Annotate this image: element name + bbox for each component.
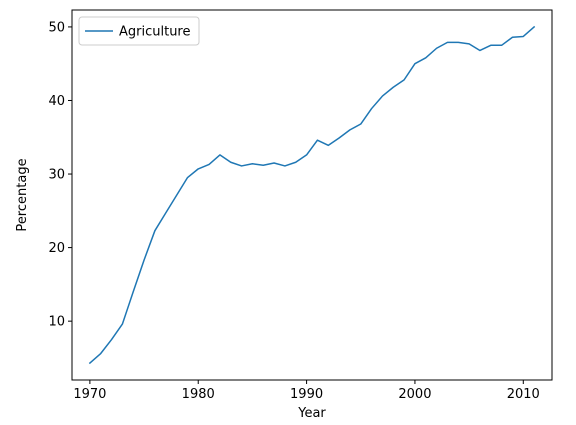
y-axis-ticks: 10 20 30 40 50 [48, 20, 72, 330]
y-tick-label: 20 [48, 241, 65, 256]
legend: Agriculture [78, 16, 200, 46]
legend-label-agriculture: Agriculture [119, 25, 191, 40]
plot-area-frame [71, 9, 553, 381]
y-axis-label: Percentage [15, 158, 30, 231]
legend-box [78, 16, 200, 46]
y-tick-label: 50 [48, 20, 65, 35]
x-axis-label: Year [297, 406, 326, 421]
y-tick-label: 30 [48, 168, 65, 183]
x-tick-label: 1980 [182, 387, 215, 402]
y-tick-label: 10 [48, 315, 65, 330]
x-tick-label: 1990 [290, 387, 323, 402]
x-tick-label: 1970 [73, 387, 106, 402]
series-line-agriculture [88, 25, 536, 365]
y-tick-label: 40 [48, 94, 65, 109]
series-layer [88, 25, 536, 365]
x-tick-label: 2010 [507, 387, 540, 402]
x-tick-label: 2000 [398, 387, 431, 402]
x-axis-ticks: 1970 1980 1990 2000 2010 [73, 380, 540, 402]
